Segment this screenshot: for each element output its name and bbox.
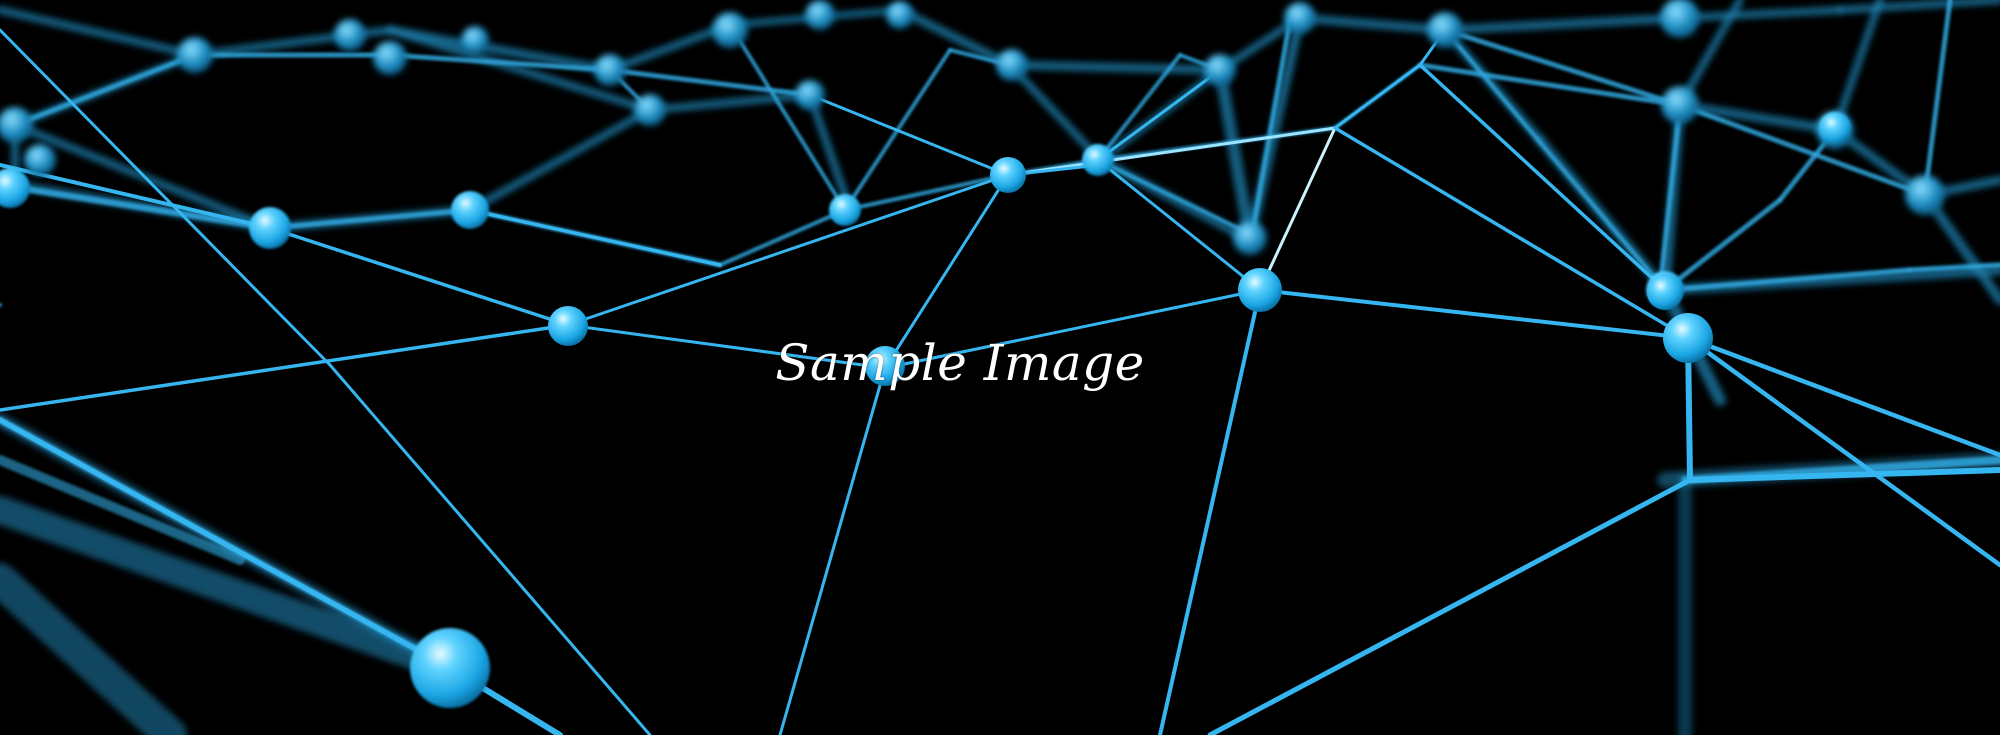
- network-node: [865, 346, 905, 386]
- image-caption: Sample Image: [775, 334, 1145, 392]
- network-node: [548, 306, 588, 346]
- network-node: [712, 12, 748, 48]
- network-node: [1647, 274, 1683, 310]
- network-node: [0, 168, 30, 208]
- network-node: [1204, 54, 1236, 86]
- network-node: [1082, 144, 1114, 176]
- foreground-network: [0, 28, 2000, 735]
- network-node: [1427, 12, 1463, 48]
- network-node: [373, 41, 407, 75]
- network-node: [1905, 175, 1945, 215]
- network-node: [805, 0, 835, 30]
- network-node: [1660, 0, 1700, 38]
- network-node: [829, 194, 861, 226]
- network-node: [410, 628, 490, 708]
- network-node: [886, 1, 914, 29]
- network-node: [334, 19, 366, 51]
- network-node: [996, 49, 1028, 81]
- network-node: [990, 157, 1026, 193]
- network-node: [177, 37, 213, 73]
- network-node: [1819, 112, 1851, 144]
- network-node: [594, 54, 626, 86]
- network-node: [0, 107, 33, 143]
- network-node: [1233, 221, 1267, 255]
- network-node: [1284, 2, 1316, 34]
- network-node: [24, 144, 56, 176]
- near-node: [410, 628, 490, 708]
- network-node: [451, 191, 489, 229]
- network-node: [461, 26, 489, 54]
- network-node: [634, 94, 666, 126]
- background-nodes: [0, 0, 1945, 255]
- foreground-nodes: [548, 157, 1713, 386]
- network-node: [1661, 86, 1699, 124]
- network-node: [249, 207, 291, 249]
- network-node: [1663, 313, 1713, 363]
- network-node: [795, 80, 825, 110]
- network-node: [1238, 268, 1282, 312]
